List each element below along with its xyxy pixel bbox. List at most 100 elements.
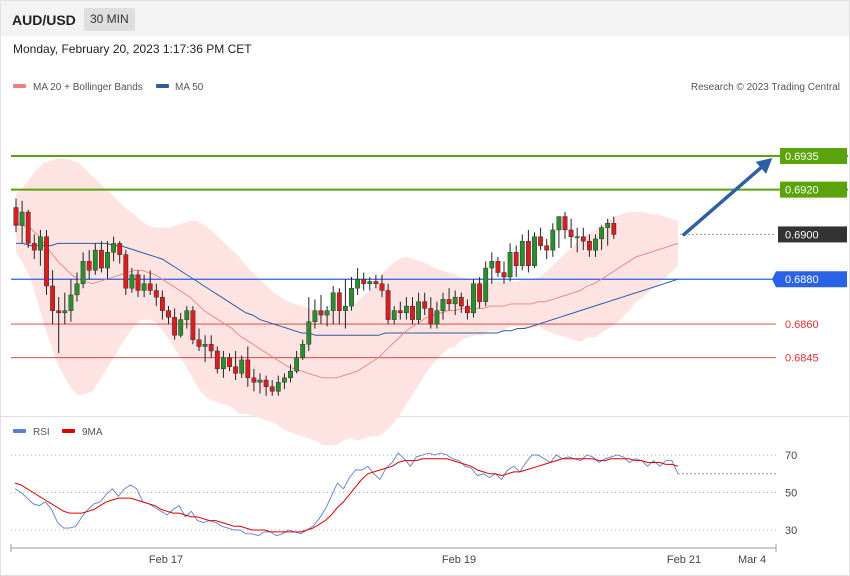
candle xyxy=(416,292,421,325)
candle-up-body xyxy=(80,261,86,284)
candle xyxy=(44,229,49,295)
candle-up-body xyxy=(507,252,513,278)
candle-down-body xyxy=(172,317,177,336)
candle-down-body xyxy=(196,339,202,347)
candle-down-body xyxy=(31,243,37,251)
candle-down-body xyxy=(477,283,482,302)
candle-down-body xyxy=(501,272,507,278)
candle-down-body xyxy=(166,310,171,318)
candle-up-body xyxy=(471,283,476,314)
candle xyxy=(574,227,580,253)
candle xyxy=(257,373,263,394)
candle xyxy=(227,353,232,372)
forecast-arrow xyxy=(682,158,773,237)
candle xyxy=(580,227,586,251)
candle xyxy=(38,229,43,266)
candles xyxy=(13,198,617,396)
candle xyxy=(92,243,98,275)
candle-down-body xyxy=(580,236,586,242)
candle xyxy=(31,234,37,260)
candle xyxy=(446,288,452,311)
candle xyxy=(294,350,299,374)
candle-up-body xyxy=(489,261,495,269)
candle-down-body xyxy=(227,357,232,367)
candle xyxy=(263,375,269,396)
chart-header: AUD/USD 30 MIN xyxy=(1,1,849,36)
candle-up-body xyxy=(404,305,409,314)
resistance-label-bg xyxy=(780,181,847,198)
candle-down-body xyxy=(422,301,428,309)
candle xyxy=(532,232,537,269)
candle xyxy=(343,279,348,329)
candle xyxy=(458,292,464,313)
candle xyxy=(172,308,177,340)
candle-up-body xyxy=(19,211,25,226)
candle xyxy=(550,223,556,257)
candle-down-body xyxy=(245,359,251,379)
rsi-ma-line xyxy=(14,458,679,533)
candle-up-body xyxy=(599,227,605,240)
candle-up-body xyxy=(184,310,190,320)
candle-down-body xyxy=(233,366,238,374)
x-tick-label: Feb 17 xyxy=(149,554,183,566)
candle xyxy=(239,355,245,378)
candle-down-body xyxy=(214,350,220,370)
candle xyxy=(324,306,330,327)
bollinger-band-fill xyxy=(16,158,678,446)
ma50-legend-label: MA 50 xyxy=(175,82,204,93)
candle-down-body xyxy=(50,285,56,311)
candle xyxy=(68,279,74,322)
candle-up-body xyxy=(574,236,580,239)
candle-up-body xyxy=(550,229,556,251)
candle-down-body xyxy=(513,252,519,267)
x-tick-label: Feb 19 xyxy=(442,554,476,566)
timeframe-button[interactable]: 30 MIN xyxy=(84,8,135,31)
candle-down-body xyxy=(208,344,214,352)
candle xyxy=(391,306,397,325)
candle-up-body xyxy=(367,281,373,284)
candle-up-body xyxy=(312,310,318,323)
candle xyxy=(159,290,165,320)
candle-up-body xyxy=(111,243,117,253)
forecast-arrow-shaft xyxy=(682,163,766,237)
candle xyxy=(306,297,312,351)
candle-down-body xyxy=(465,305,470,314)
candle xyxy=(123,250,129,295)
candle xyxy=(556,216,562,248)
candle-down-body xyxy=(159,296,165,311)
candle-down-body xyxy=(117,243,123,255)
candle-down-body xyxy=(269,386,275,392)
rsi-legend-swatch xyxy=(13,429,26,433)
candle xyxy=(526,229,531,273)
candle-down-body xyxy=(385,290,391,320)
candle-down-body xyxy=(458,296,464,307)
candle xyxy=(318,294,324,325)
candle-down-body xyxy=(410,305,415,320)
resistance-label-bg xyxy=(780,148,847,165)
price-level-labels: 0.6935 0.6920 0.6900 0.6880 0.6860 0.6845 xyxy=(772,148,847,365)
candle-down-body xyxy=(361,279,367,284)
candle-down-body xyxy=(587,240,592,251)
candle-up-body xyxy=(300,344,306,358)
last-price-label-bg xyxy=(778,226,847,243)
candle xyxy=(62,292,68,325)
bollinger-bands xyxy=(16,158,678,446)
candle xyxy=(538,227,544,251)
candle-up-body xyxy=(288,370,293,379)
candle-up-body xyxy=(294,357,299,372)
candle xyxy=(269,380,275,396)
candle xyxy=(495,256,501,278)
candle-down-body xyxy=(495,261,501,273)
candle-up-body xyxy=(239,359,245,374)
candle-up-body xyxy=(92,249,98,271)
candle-up-body xyxy=(452,296,458,305)
candle xyxy=(410,297,415,325)
candle-down-body xyxy=(318,310,324,316)
pivot-label: 0.6880 xyxy=(785,274,819,286)
candle-down-body xyxy=(263,379,269,387)
candle-down-body xyxy=(562,216,568,231)
candle-up-body xyxy=(62,310,68,314)
ma20-legend-label: MA 20 + Bollinger Bands xyxy=(33,82,143,93)
rsi-ma-legend-label: 9MA xyxy=(82,427,103,438)
